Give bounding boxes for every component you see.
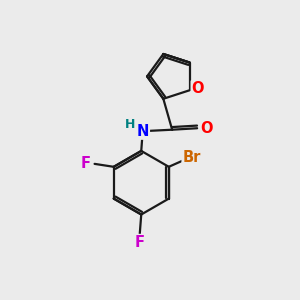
Text: F: F — [135, 235, 145, 250]
Text: F: F — [81, 156, 91, 171]
Text: O: O — [192, 81, 204, 96]
Text: N: N — [136, 124, 149, 139]
Text: O: O — [200, 121, 212, 136]
Text: Br: Br — [183, 150, 201, 165]
Text: H: H — [125, 118, 136, 131]
